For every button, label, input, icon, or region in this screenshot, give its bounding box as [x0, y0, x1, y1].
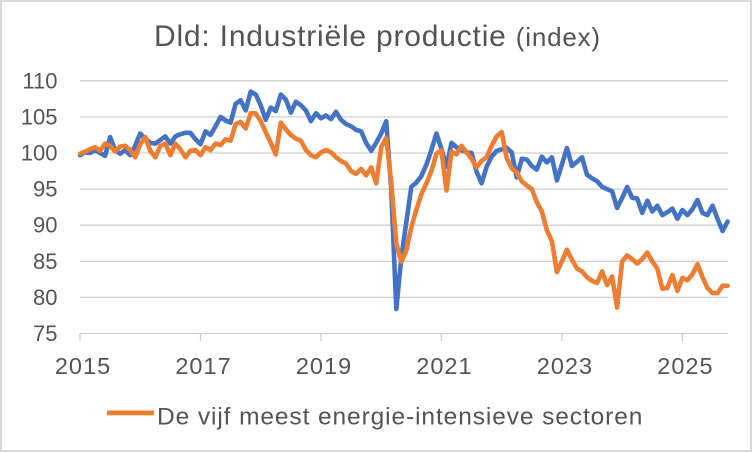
svg-text:90: 90 — [33, 213, 57, 238]
svg-text:2021: 2021 — [416, 353, 472, 379]
svg-text:85: 85 — [33, 249, 57, 274]
svg-text:Dld: Industriële productie (in: Dld: Industriële productie (index) — [154, 20, 601, 53]
svg-text:110: 110 — [22, 68, 57, 93]
svg-text:80: 80 — [33, 285, 57, 310]
svg-text:2025: 2025 — [657, 353, 713, 379]
svg-text:75: 75 — [33, 321, 57, 346]
svg-text:95: 95 — [33, 177, 57, 202]
svg-text:105: 105 — [21, 104, 58, 129]
svg-text:De vijf meest energie-intensie: De vijf meest energie-intensieve sectore… — [157, 404, 643, 431]
svg-text:2023: 2023 — [537, 353, 593, 379]
svg-text:2017: 2017 — [175, 353, 231, 379]
svg-text:100: 100 — [21, 141, 58, 166]
svg-text:2019: 2019 — [296, 353, 352, 379]
svg-text:2015: 2015 — [55, 353, 111, 379]
